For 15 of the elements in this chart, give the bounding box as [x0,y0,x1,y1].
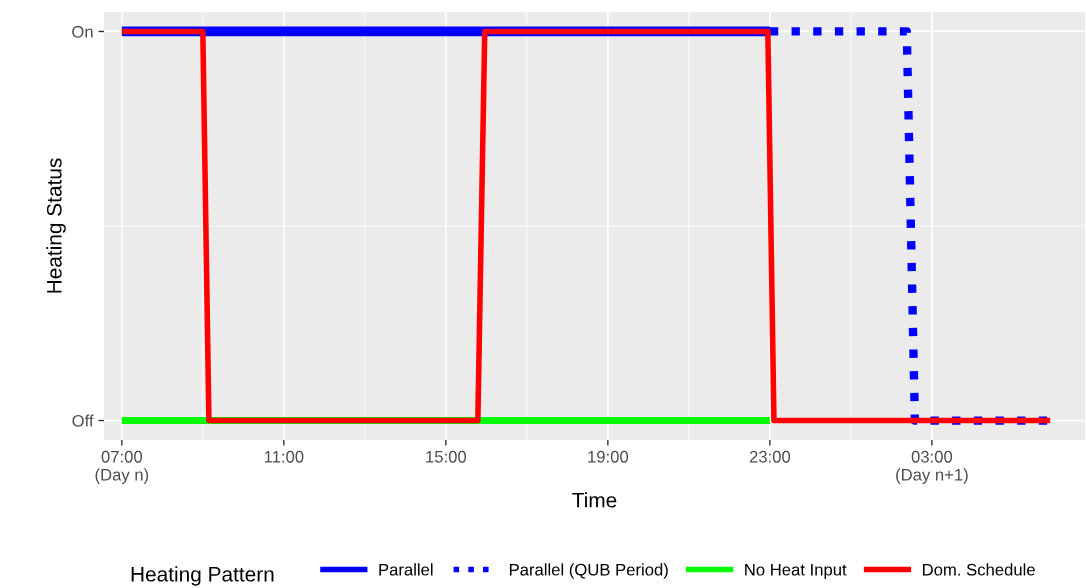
x-tick-label: 07:00 (Day n) [95,450,149,484]
x-tick-label: 19:00 [588,450,629,463]
x-axis-title: Time [572,492,617,508]
legend-label: No Heat Input [745,563,847,579]
x-tick-label: 15:00 [426,450,467,463]
legend-title: Heating Pattern [131,566,274,586]
legend-label: Dom. Schedule [923,563,1035,576]
x-tick-label: 23:00 [749,450,791,463]
legend-label: Parallel [379,563,433,576]
x-tick-label: 11:00 [264,450,304,463]
category-label: On [72,25,93,38]
x-tick-label: 03:00 (Day n+1) [896,450,968,484]
legend-label: Parallel (QUB Period) [509,563,668,579]
y-axis-title: Heating Status [46,158,66,293]
category-label: Off [72,414,94,427]
